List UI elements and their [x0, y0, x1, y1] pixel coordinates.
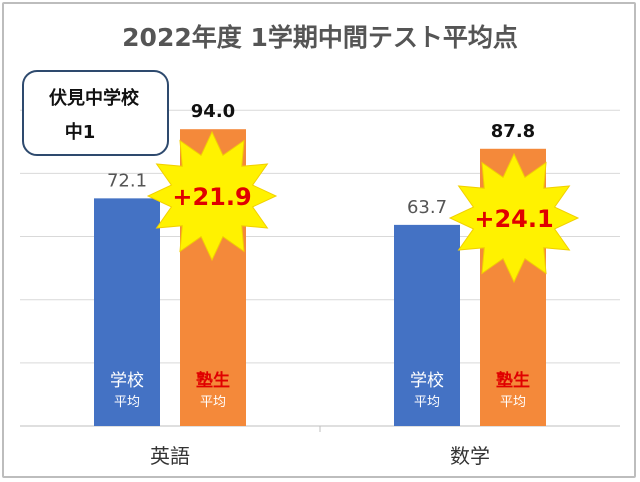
value-label-0-1: 94.0: [191, 101, 235, 122]
difference-star-0: [146, 130, 278, 262]
bar-label-bottom-1-1: 平均: [500, 395, 526, 410]
value-label-1-1: 87.8: [491, 121, 535, 142]
x-tick-label-english: 英語: [150, 444, 190, 468]
bar-0-0: [94, 198, 160, 426]
difference-label-1: +24.1: [474, 205, 553, 233]
info-box-grade: 中1: [65, 121, 96, 143]
difference-star-1: [448, 152, 580, 284]
chart-title: 2022年度 1学期中間テスト平均点: [122, 23, 518, 52]
difference-label-0: +21.9: [172, 183, 251, 211]
bar-label-top-1-1: 塾生: [496, 370, 530, 391]
info-box-school: 伏見中学校: [49, 87, 140, 109]
bar-1-0: [394, 224, 460, 426]
bar-label-bottom-1-0: 平均: [414, 395, 440, 410]
bar-label-bottom-0-0: 平均: [114, 395, 140, 410]
x-tick-label-math: 数学: [450, 444, 490, 468]
value-label-1-0: 63.7: [407, 197, 447, 218]
bar-label-top-0-1: 塾生: [196, 370, 230, 391]
info-box: 伏見中学校 中1: [22, 70, 169, 156]
bar-label-top-0-0: 学校: [110, 371, 144, 391]
value-label-0-0: 72.1: [107, 170, 147, 191]
bar-label-bottom-0-1: 平均: [200, 395, 226, 410]
bar-label-top-1-0: 学校: [410, 371, 444, 391]
